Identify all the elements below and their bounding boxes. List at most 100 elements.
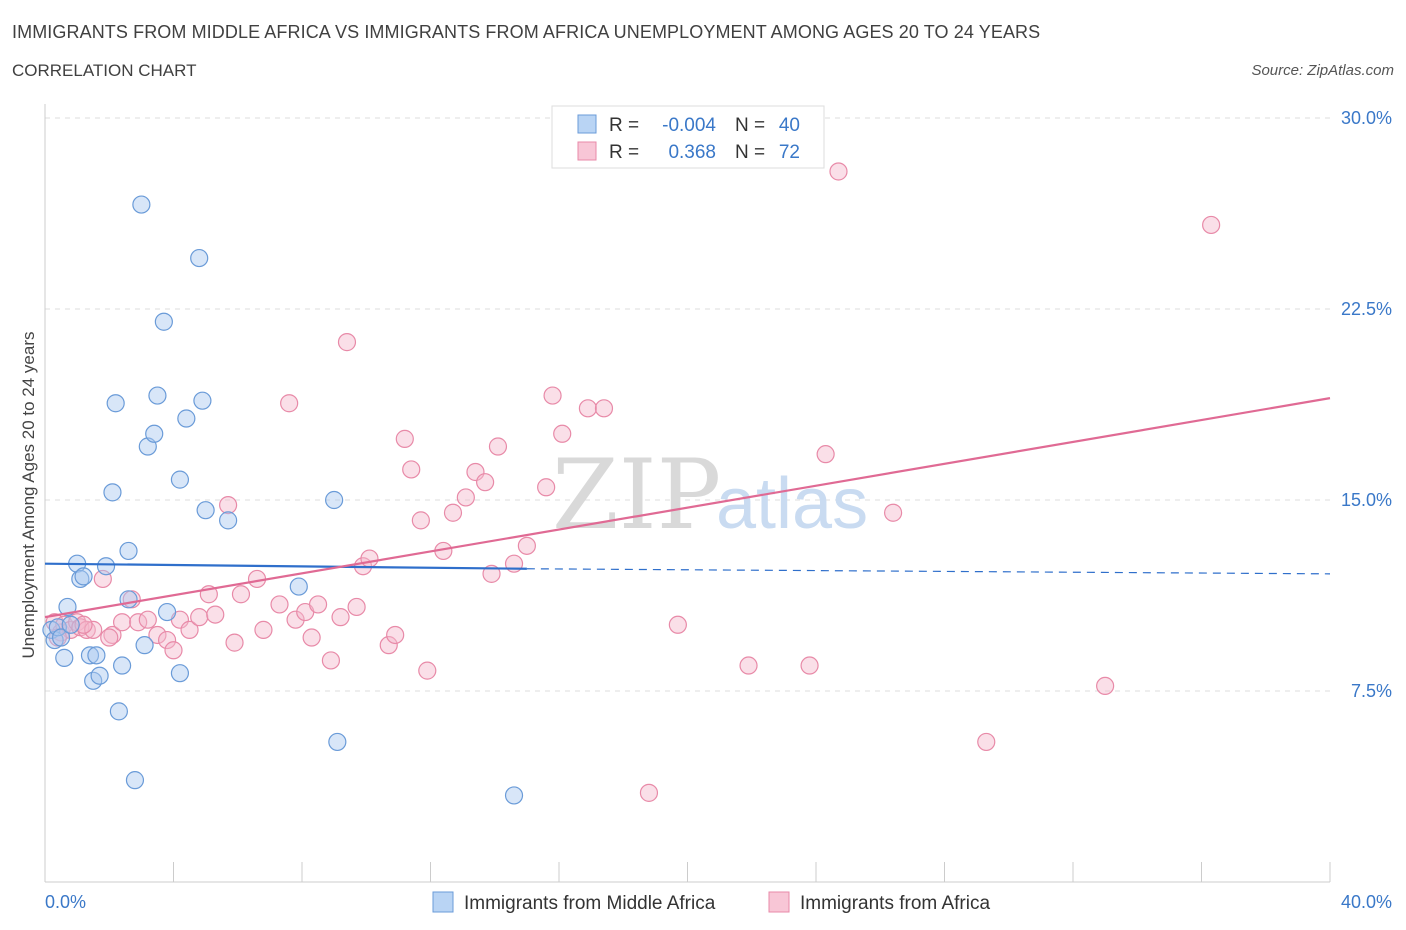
watermark: ZIP atlas (552, 439, 868, 551)
middle-africa-point (71, 569, 90, 589)
africa-point (411, 511, 430, 530)
africa-point (103, 625, 122, 645)
africa-point (1202, 215, 1221, 235)
africa-point (225, 633, 244, 652)
middle-africa-point (193, 391, 212, 410)
legend-blue-r-label: R = (609, 115, 639, 136)
middle-africa-point (103, 483, 122, 502)
y-tick-labels: 7.5% 15.0% 22.5% 30.0% (1341, 108, 1392, 701)
middle-africa-trendline-extension (526, 568, 1331, 575)
legend-pink-n-value: 72 (779, 142, 800, 163)
middle-africa-point (87, 646, 106, 665)
middle-africa-point (61, 615, 80, 634)
middle-africa-point (177, 409, 196, 428)
source-label: Source: ZipAtlas.com (1251, 62, 1394, 79)
middle-africa-point (219, 511, 238, 530)
chart-title: IMMIGRANTS FROM MIDDLE AFRICA VS IMMIGRA… (12, 22, 1041, 42)
middle-africa-point (109, 702, 128, 721)
middle-africa-point (154, 312, 173, 331)
gridlines (45, 117, 1330, 692)
africa-point (164, 641, 183, 660)
legend-pink-n-label: N = (735, 142, 765, 163)
africa-point (883, 503, 903, 522)
africa-point (77, 620, 96, 639)
africa-point (331, 608, 350, 627)
middle-africa-point (190, 248, 209, 268)
pink-series-points (45, 162, 1221, 802)
africa-point (1096, 676, 1115, 696)
africa-point (443, 503, 463, 522)
africa-point (476, 473, 495, 492)
africa-point (321, 651, 341, 670)
africa-point (543, 386, 562, 405)
y-axis-label: Unemployment Among Ages 20 to 24 years (19, 332, 38, 659)
middle-africa-point (148, 386, 167, 405)
africa-point (74, 615, 93, 634)
middle-africa-point (328, 732, 347, 752)
africa-point (148, 625, 167, 645)
africa-point (360, 549, 379, 568)
africa-point (402, 460, 421, 479)
middle-africa-point (119, 590, 138, 609)
watermark-atlas: atlas (716, 464, 868, 544)
africa-point (639, 783, 659, 802)
middle-africa-point (119, 541, 138, 561)
africa-point (280, 394, 299, 413)
middle-africa-point (74, 567, 93, 586)
africa-point (739, 656, 758, 675)
axes (44, 104, 1331, 883)
africa-point (157, 630, 177, 650)
africa-point (84, 620, 103, 639)
legend-blue-n-label: N = (735, 115, 765, 136)
africa-point (180, 620, 199, 639)
africa-point (537, 478, 556, 497)
africa-point (977, 732, 996, 752)
africa-point (190, 608, 209, 627)
middle-africa-trendline (44, 562, 527, 570)
middle-africa-point (55, 648, 74, 667)
legend-blue-r-value: -0.004 (662, 115, 716, 136)
legend-blue-swatch (577, 114, 597, 134)
africa-point (482, 564, 501, 583)
stats-legend: R = -0.004 N = 40 R = 0.368 N = 72 (551, 105, 825, 169)
africa-point (302, 628, 321, 647)
africa-point (308, 595, 328, 614)
africa-point (800, 656, 819, 675)
legend-africa-label: Immigrants from Africa (800, 893, 990, 914)
africa-point (517, 536, 536, 555)
middle-africa-point (125, 771, 145, 790)
africa-point (231, 585, 251, 604)
blue-series-points (42, 195, 524, 805)
middle-africa-point (106, 394, 125, 413)
africa-point (347, 597, 366, 617)
legend-pink-r-value: 0.368 (668, 142, 716, 163)
africa-point (100, 628, 119, 647)
africa-point (254, 620, 273, 639)
watermark-zip: ZIP (552, 439, 721, 551)
legend-pink-r-label: R = (609, 142, 639, 163)
legend-middle-africa-label: Immigrants from Middle Africa (464, 893, 716, 914)
x-tick-label: 40.0% (1341, 892, 1392, 912)
africa-point (270, 595, 289, 614)
africa-point (286, 610, 305, 629)
chart-subtitle: CORRELATION CHART (12, 61, 197, 80)
series-legend: Immigrants from Middle Africa Immigrants… (432, 891, 990, 914)
middle-africa-point (80, 646, 100, 665)
x-tick-labels: 0.0% 40.0% (45, 892, 1392, 912)
y-tick-label: 22.5% (1341, 299, 1392, 319)
africa-trendline (44, 397, 1331, 619)
africa-point (816, 445, 835, 464)
africa-point (553, 424, 572, 443)
africa-point (594, 399, 614, 418)
middle-africa-point (504, 786, 524, 805)
trendlines (44, 397, 1331, 619)
middle-africa-point (112, 656, 132, 675)
middle-africa-point (145, 424, 164, 443)
africa-point (578, 399, 598, 418)
africa-point (418, 661, 437, 680)
middle-africa-point (325, 490, 344, 510)
africa-point (386, 625, 405, 645)
legend-middle-africa-swatch (432, 891, 454, 913)
y-tick-label: 7.5% (1351, 681, 1392, 701)
